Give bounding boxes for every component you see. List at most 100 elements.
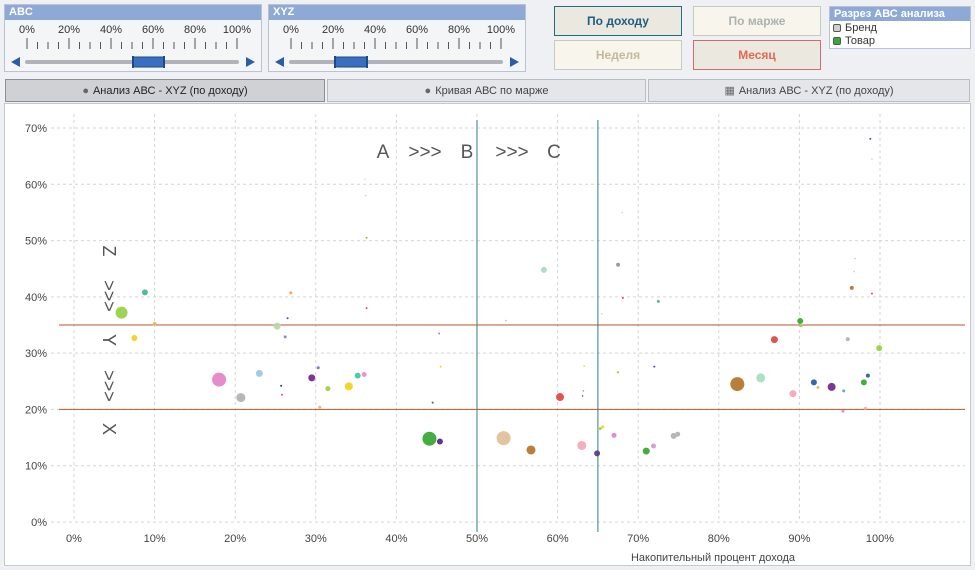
slider-left-arrow-icon[interactable]: [275, 57, 284, 67]
slider-right-arrow-icon[interactable]: [246, 57, 255, 67]
data-point[interactable]: [642, 447, 650, 455]
data-point[interactable]: [439, 365, 442, 368]
abc-slider[interactable]: 0% 20% 40% 60% 80% 100%: [5, 20, 261, 72]
data-point[interactable]: [601, 425, 605, 429]
data-point[interactable]: [431, 401, 434, 404]
data-point[interactable]: [436, 438, 443, 445]
data-point[interactable]: [280, 384, 283, 387]
data-point[interactable]: [594, 450, 601, 457]
data-point[interactable]: [621, 211, 623, 214]
xyz-slider-title: XYZ: [269, 5, 525, 20]
data-point[interactable]: [616, 262, 621, 267]
data-point[interactable]: [422, 431, 437, 446]
data-point[interactable]: [816, 385, 820, 389]
slider-track[interactable]: [289, 60, 503, 64]
month-button[interactable]: Месяц: [693, 40, 821, 70]
data-point[interactable]: [842, 389, 846, 393]
data-point[interactable]: [318, 405, 322, 409]
data-point[interactable]: [770, 336, 778, 344]
data-point[interactable]: [236, 393, 246, 403]
data-point[interactable]: [505, 319, 507, 322]
data-point[interactable]: [273, 322, 281, 330]
data-point[interactable]: [316, 366, 320, 370]
slider-tick-label: 40%: [100, 24, 122, 36]
data-point[interactable]: [756, 373, 766, 383]
data-point[interactable]: [280, 393, 283, 396]
data-point[interactable]: [598, 427, 602, 431]
tab-abc-curve-margin[interactable]: ● Кривая АВС по марже: [327, 79, 646, 102]
y-tick-label: 50%: [25, 236, 47, 248]
data-point[interactable]: [131, 334, 138, 341]
data-point[interactable]: [860, 379, 867, 386]
data-point[interactable]: [526, 445, 536, 455]
data-point[interactable]: [354, 372, 361, 379]
data-point[interactable]: [556, 393, 565, 402]
data-point[interactable]: [799, 324, 803, 328]
data-point[interactable]: [152, 321, 157, 326]
data-point[interactable]: [365, 236, 368, 239]
data-point[interactable]: [876, 345, 883, 352]
x-tick-label: 30%: [305, 533, 327, 545]
data-point[interactable]: [730, 377, 745, 392]
data-point[interactable]: [496, 431, 511, 446]
data-point[interactable]: [863, 406, 867, 410]
data-point[interactable]: [255, 369, 263, 377]
data-point[interactable]: [871, 158, 873, 160]
data-point[interactable]: [789, 390, 797, 398]
data-point[interactable]: [656, 299, 660, 303]
data-point[interactable]: [583, 365, 585, 367]
data-point[interactable]: [827, 382, 836, 391]
data-point[interactable]: [361, 372, 367, 378]
xyz-range-handle[interactable]: [334, 56, 368, 68]
data-point[interactable]: [841, 409, 845, 413]
data-point[interactable]: [617, 371, 620, 374]
data-point[interactable]: [325, 386, 331, 392]
data-point[interactable]: [212, 372, 227, 387]
data-point[interactable]: [797, 318, 804, 325]
data-point[interactable]: [601, 312, 603, 315]
data-point[interactable]: [854, 257, 856, 260]
data-point[interactable]: [364, 178, 366, 181]
legend-item-brand[interactable]: Бренд: [830, 21, 970, 34]
data-point[interactable]: [283, 335, 287, 339]
data-point[interactable]: [581, 395, 584, 397]
slider-right-arrow-icon[interactable]: [510, 57, 519, 67]
legend-item-product[interactable]: Товар: [830, 34, 970, 47]
data-point[interactable]: [621, 296, 624, 299]
data-point[interactable]: [540, 266, 547, 273]
by-revenue-button[interactable]: По доходу: [554, 6, 682, 36]
data-point[interactable]: [365, 307, 368, 310]
data-point[interactable]: [364, 194, 367, 197]
data-point[interactable]: [675, 431, 681, 437]
data-point[interactable]: [670, 432, 677, 439]
data-point[interactable]: [582, 390, 585, 392]
data-point[interactable]: [845, 337, 850, 342]
legend-swatch: [833, 23, 841, 32]
abc-range-handle[interactable]: [132, 56, 165, 68]
data-point[interactable]: [141, 289, 148, 296]
data-point[interactable]: [286, 317, 289, 320]
legend-swatch: [833, 36, 841, 45]
data-point[interactable]: [289, 291, 293, 295]
data-point[interactable]: [810, 379, 817, 386]
data-point[interactable]: [653, 365, 656, 368]
week-button[interactable]: Неделя: [554, 40, 682, 70]
slider-left-arrow-icon[interactable]: [11, 57, 20, 67]
data-point[interactable]: [869, 137, 872, 140]
data-point[interactable]: [611, 432, 617, 438]
data-point[interactable]: [870, 292, 873, 295]
data-point[interactable]: [308, 374, 316, 382]
data-point[interactable]: [865, 373, 870, 378]
data-point[interactable]: [849, 285, 854, 290]
data-point[interactable]: [853, 270, 856, 273]
data-point[interactable]: [438, 332, 441, 335]
data-point[interactable]: [651, 443, 657, 449]
tab-abc-xyz-table[interactable]: ▦ Анализ АВС - XYZ (по доходу): [648, 79, 970, 102]
tab-abc-xyz-chart[interactable]: ● Анализ АВС - XYZ (по доходу): [5, 79, 325, 102]
data-point[interactable]: [577, 440, 587, 450]
slider-tick-label: 80%: [448, 24, 470, 36]
data-point[interactable]: [344, 382, 353, 391]
data-point[interactable]: [115, 306, 128, 319]
by-margin-button[interactable]: По марже: [693, 6, 821, 36]
xyz-slider[interactable]: 0% 20% 40% 60% 80% 100%: [269, 20, 525, 72]
